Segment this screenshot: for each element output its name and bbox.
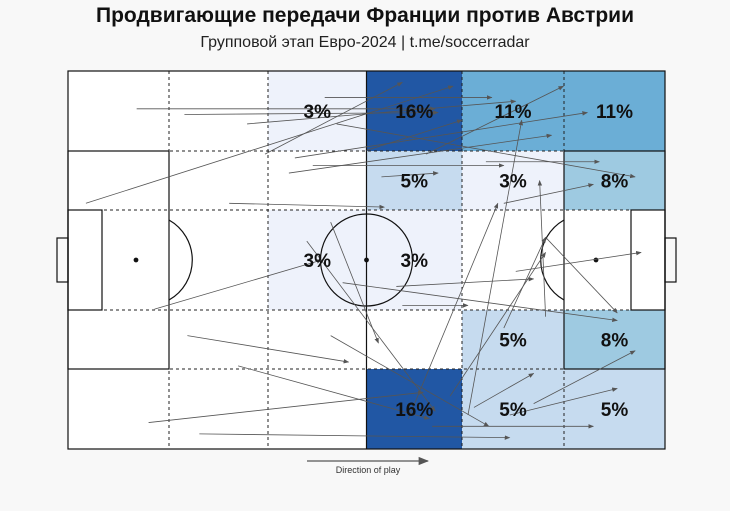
zone-pct-label: 11% <box>495 102 532 123</box>
pass-arrow <box>381 171 439 178</box>
pass-arrow <box>187 335 350 364</box>
pass-arrow <box>199 433 511 440</box>
zone-labels: 3% 16% 11% 11% 5% 3% 8% 3% 3% 5% 8% 16% 5% 5% <box>304 102 634 421</box>
direction-of-play-label: Direction of play <box>335 465 401 475</box>
zone-pct-label: 3% <box>304 102 332 123</box>
zone-cell <box>366 210 462 310</box>
zone-pct-label: 5% <box>499 400 527 421</box>
pass-arrow <box>467 119 524 416</box>
pass-arrow <box>229 202 385 210</box>
zone-cell <box>366 151 462 210</box>
pass-arrow <box>238 365 430 420</box>
centre-spot <box>364 257 369 263</box>
zone-pct-label: 16% <box>395 102 433 123</box>
pass-arrow <box>336 123 636 179</box>
left-goal <box>56 237 69 283</box>
zone-pct-label: 8% <box>601 331 629 352</box>
zone-cell <box>564 151 665 210</box>
pass-arrow <box>503 183 594 204</box>
pass-arrow <box>330 335 490 427</box>
pass-arrow <box>407 202 499 419</box>
zone-pct-label: 16% <box>395 400 433 421</box>
zone-cell <box>564 71 665 151</box>
pass-arrow <box>366 119 463 151</box>
pass-arrow <box>342 282 618 323</box>
zone-pct-label: 3% <box>499 172 527 193</box>
pass-arrow <box>85 85 454 204</box>
pass-arrow <box>533 350 636 404</box>
pass-arrow <box>330 222 379 344</box>
zone-pct-label: 11% <box>596 102 633 123</box>
right-goal <box>664 237 677 283</box>
pass-arrow <box>288 133 553 174</box>
pass-arrow <box>264 81 403 155</box>
pass-arrow <box>515 250 642 272</box>
zone-pct-label: 5% <box>601 400 629 421</box>
zone-cell <box>366 369 462 449</box>
pass-arrow <box>154 259 323 310</box>
pass-arrow <box>449 251 546 397</box>
pass-arrow <box>426 85 565 155</box>
pass-arrow <box>184 110 439 115</box>
pass-arrow <box>148 390 424 423</box>
pass-arrow <box>473 373 535 408</box>
zone-cell <box>268 71 367 151</box>
zone-cell <box>462 310 564 369</box>
left-penalty-spot <box>133 257 139 263</box>
zone-pct-label: 3% <box>401 251 429 272</box>
zone-pct-label: 5% <box>401 172 429 193</box>
left-penalty-arc <box>168 219 193 301</box>
pass-arrow <box>306 240 436 412</box>
chart-subtitle: Групповой этап Евро-2024 | t.me/soccerra… <box>200 34 530 51</box>
pass-arrow <box>294 111 588 159</box>
zone-cell <box>462 369 564 449</box>
zone-pct-label: 3% <box>304 251 332 272</box>
zone-cell <box>564 369 665 449</box>
pass-arrows <box>85 81 642 440</box>
zone-pct-label: 8% <box>601 172 629 193</box>
pass-arrow <box>247 99 517 125</box>
pass-arrow <box>509 387 618 416</box>
chart-title: Продвигающие передачи Франции против Авс… <box>95 4 634 27</box>
pitch-markings <box>56 70 677 450</box>
pass-arrow <box>503 236 546 329</box>
pass-arrow <box>545 237 618 314</box>
zone-pct-label: 5% <box>499 331 527 352</box>
pass-arrow <box>537 180 546 317</box>
